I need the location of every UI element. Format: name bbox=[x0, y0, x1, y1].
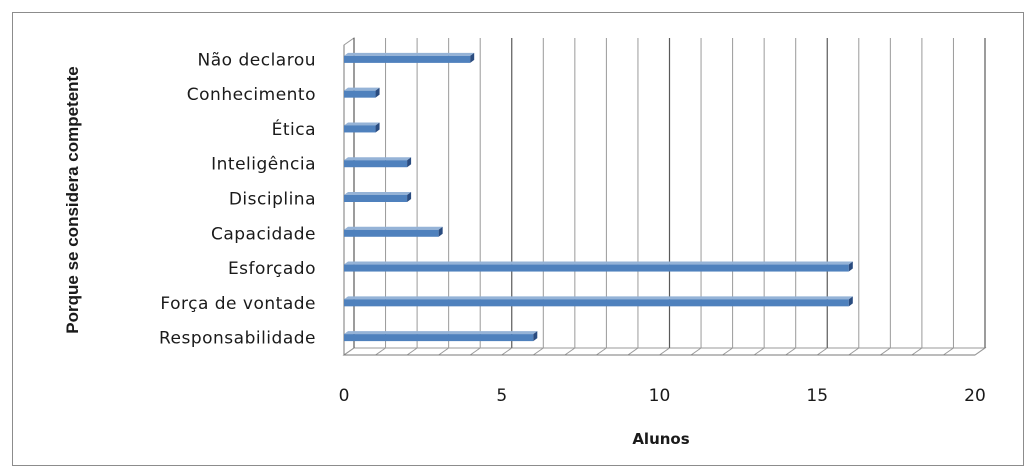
bar-disciplina bbox=[344, 192, 411, 202]
category-label-esforcado: Esforçado bbox=[228, 259, 316, 279]
bar-top-face bbox=[344, 331, 537, 334]
category-labels: Responsabilidade Força de vontade Esforçad… bbox=[159, 50, 316, 348]
category-label-forca-de-vontade: Força de vontade bbox=[160, 294, 316, 314]
bar-front-face bbox=[344, 125, 376, 132]
bar-front-face bbox=[344, 299, 849, 306]
bar-top-face bbox=[344, 262, 853, 265]
bar-conhecimento bbox=[344, 88, 380, 98]
bar-front-face bbox=[344, 195, 407, 202]
category-label-disciplina: Disciplina bbox=[229, 190, 316, 210]
bar-top-face bbox=[344, 296, 853, 299]
bar-esforcado bbox=[344, 262, 853, 272]
category-label-inteligencia: Inteligência bbox=[211, 155, 316, 175]
bar-front-face bbox=[344, 334, 533, 341]
bar-responsabilidade bbox=[344, 331, 537, 341]
bar-etica bbox=[344, 122, 380, 132]
bar-top-face bbox=[344, 53, 474, 56]
x-tick-label: 5 bbox=[496, 386, 507, 406]
y-axis-title: Porque se considera competente bbox=[63, 66, 82, 333]
bar-front-face bbox=[344, 230, 439, 237]
bar-front-face bbox=[344, 91, 376, 98]
bar-front-face bbox=[344, 265, 849, 272]
category-label-nao-declarou: Não declarou bbox=[198, 50, 316, 70]
category-label-responsabilidade: Responsabilidade bbox=[159, 329, 316, 349]
bar-top-face bbox=[344, 227, 443, 230]
bar-layer bbox=[344, 53, 853, 341]
bar-top-face bbox=[344, 122, 380, 125]
bar-top-face bbox=[344, 88, 380, 91]
x-tick-label: 10 bbox=[649, 386, 671, 406]
x-tick-label: 0 bbox=[339, 386, 350, 406]
x-axis-title: Alunos bbox=[632, 430, 689, 448]
grid-layer bbox=[344, 38, 985, 355]
category-label-conhecimento: Conhecimento bbox=[187, 85, 316, 105]
x-tick-label: 15 bbox=[806, 386, 828, 406]
x-tick-label: 20 bbox=[964, 386, 986, 406]
bar-front-face bbox=[344, 160, 407, 167]
bar-top-face bbox=[344, 157, 411, 160]
category-label-capacidade: Capacidade bbox=[211, 224, 316, 244]
bar-inteligencia bbox=[344, 157, 411, 167]
bar-capacidade bbox=[344, 227, 443, 237]
bar-forca-de-vontade bbox=[344, 296, 853, 306]
bar-front-face bbox=[344, 56, 470, 63]
category-label-etica: Ética bbox=[272, 118, 316, 140]
x-tick-labels: 0 5 10 15 20 bbox=[339, 386, 986, 406]
bar-nao-declarou bbox=[344, 53, 474, 63]
bar-top-face bbox=[344, 192, 411, 195]
